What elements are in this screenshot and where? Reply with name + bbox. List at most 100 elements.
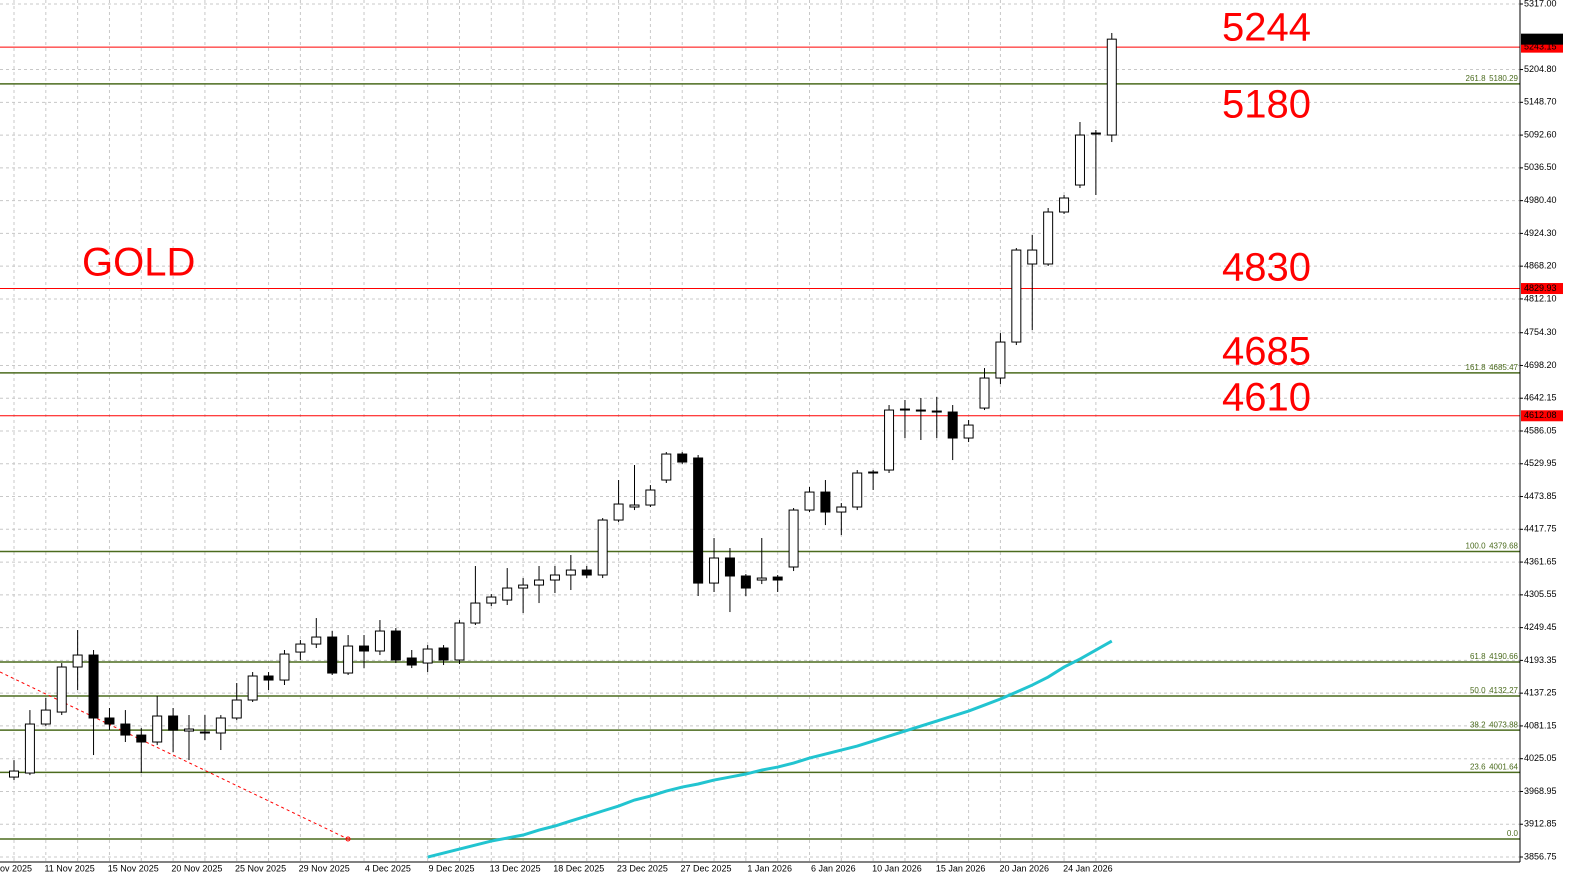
candle-body xyxy=(295,643,306,653)
candle-body xyxy=(534,579,545,586)
trend-line xyxy=(0,671,351,841)
x-tick-label: 18 Dec 2025 xyxy=(553,863,604,873)
candle-body xyxy=(1074,134,1085,186)
candle-body xyxy=(88,654,99,719)
candle-body xyxy=(1043,211,1054,265)
candle-body xyxy=(852,472,863,508)
moving-average xyxy=(427,639,1113,859)
candle-body xyxy=(247,675,258,701)
y-tick-label: 4698.20 xyxy=(1524,360,1557,370)
candle-body xyxy=(263,675,274,681)
x-tick-label: 11 Nov 2025 xyxy=(44,863,94,873)
candle-body xyxy=(215,717,226,734)
y-tick-label: 3968.95 xyxy=(1524,786,1557,796)
candle-body xyxy=(184,728,195,732)
y-tick-label: 4305.55 xyxy=(1524,589,1557,599)
candle-body xyxy=(454,622,465,661)
candle-body xyxy=(804,491,815,511)
y-tick-label: 3912.85 xyxy=(1524,819,1557,829)
candle-body xyxy=(772,576,783,581)
candle-body xyxy=(438,647,449,661)
fib-ratio-label: 50.0 xyxy=(1470,686,1486,695)
candle-body xyxy=(836,506,847,513)
fib-price-label: 4001.64 xyxy=(1489,762,1518,771)
last-price-label: 5256.83 xyxy=(1524,34,1557,44)
y-tick-label: 4980.40 xyxy=(1524,195,1557,205)
y-tick-label: 4868.20 xyxy=(1524,261,1557,271)
candle-body xyxy=(645,489,656,506)
candle-body xyxy=(995,341,1006,379)
x-tick-label: 27 Dec 2025 xyxy=(681,863,732,873)
candle-body xyxy=(1059,197,1070,213)
y-tick-label: 4529.95 xyxy=(1524,458,1557,468)
x-tick-label: 20 Nov 2025 xyxy=(171,863,222,873)
candle-body xyxy=(1106,38,1117,136)
candle-body xyxy=(915,409,926,412)
fib-ratio-label: 61.8 xyxy=(1470,652,1486,661)
fib-price-label: 4379.68 xyxy=(1489,542,1518,551)
candle-body xyxy=(359,645,370,652)
candle-body xyxy=(486,596,497,604)
x-tick-label: 13 Dec 2025 xyxy=(490,863,541,873)
price-level-label: 4612.08 xyxy=(1524,410,1557,420)
candle-body xyxy=(963,424,974,439)
candle-body xyxy=(72,654,83,668)
candle-body xyxy=(120,723,131,736)
x-tick-label: 15 Jan 2026 xyxy=(936,863,986,873)
x-tick-label: 9 Dec 2025 xyxy=(428,863,474,873)
candle-body xyxy=(24,723,35,774)
candle-body xyxy=(931,410,942,413)
y-tick-label: 4137.25 xyxy=(1524,688,1557,698)
y-tick-label: 4025.05 xyxy=(1524,753,1557,763)
candle-body xyxy=(724,557,735,577)
fib-price-label: 4685.47 xyxy=(1489,363,1518,372)
y-tick-label: 4924.30 xyxy=(1524,228,1557,238)
annotation: 4685 xyxy=(1222,330,1311,374)
candle-body xyxy=(549,574,560,581)
candle-body xyxy=(327,636,338,674)
candle-body xyxy=(756,577,767,581)
candle-body xyxy=(152,715,163,743)
candle-body xyxy=(136,734,147,743)
candle-body xyxy=(661,453,672,481)
candle-body xyxy=(947,411,958,439)
y-tick-label: 4754.30 xyxy=(1524,327,1557,337)
y-tick-label: 4417.75 xyxy=(1524,524,1557,534)
fib-ratio-label: 161.8 xyxy=(1466,363,1487,372)
annotation: GOLD xyxy=(82,241,195,285)
x-tick-label: 23 Dec 2025 xyxy=(617,863,668,873)
candle-body xyxy=(613,503,624,521)
x-tick-label: 1 Jan 2026 xyxy=(747,863,792,873)
candle-body xyxy=(629,504,640,508)
price-level-box xyxy=(1521,41,1563,53)
candle-body xyxy=(56,666,67,713)
x-tick-label: 25 Nov 2025 xyxy=(235,863,286,873)
price-level-box xyxy=(1521,283,1563,295)
candle-body xyxy=(104,717,115,725)
y-tick-label: 5204.80 xyxy=(1524,64,1557,74)
y-tick-label: 4642.15 xyxy=(1524,393,1557,403)
candle-body xyxy=(422,648,433,664)
fib-ratio-label: 100.0 xyxy=(1466,542,1487,551)
y-tick-label: 5036.50 xyxy=(1524,162,1557,172)
annotation: 5244 xyxy=(1222,6,1311,50)
candle-body xyxy=(581,569,592,576)
price-level-box xyxy=(1521,410,1563,422)
fib-price-label: 5180.29 xyxy=(1489,74,1518,83)
candle-body xyxy=(343,645,354,674)
fib-price-label: 4190.66 xyxy=(1489,652,1518,661)
x-tick-label: 24 Jan 2026 xyxy=(1063,863,1113,873)
candle-body xyxy=(406,657,417,666)
candle-body xyxy=(279,653,290,681)
candle-body xyxy=(899,408,910,411)
y-tick-label: 4249.45 xyxy=(1524,622,1557,632)
labels: 5317.00 5204.80 5148.70 5092.60 5036.50 4980.… xyxy=(0,0,1563,873)
candle-body xyxy=(884,409,895,471)
candle-body xyxy=(1090,132,1101,135)
candle-body xyxy=(231,699,242,719)
candle-body xyxy=(693,457,704,584)
y-tick-label: 5317.00 xyxy=(1524,0,1557,8)
